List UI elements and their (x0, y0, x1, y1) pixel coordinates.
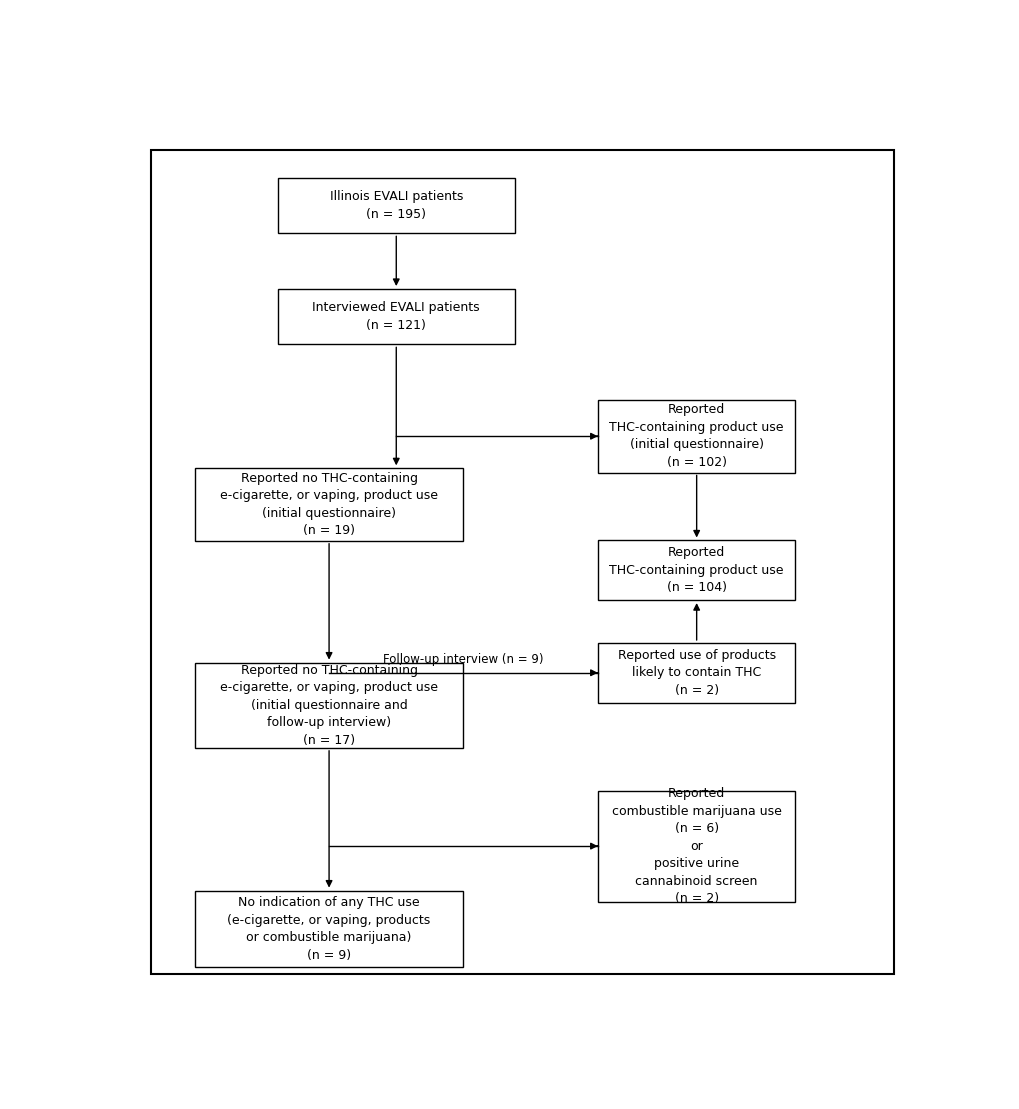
Bar (195, 468, 463, 541)
Bar (195, 662, 463, 747)
Bar (277, 289, 515, 345)
Bar (597, 643, 795, 703)
Text: Reported no THC-containing
e-cigarette, or vaping, product use
(initial question: Reported no THC-containing e-cigarette, … (220, 471, 437, 537)
Text: Interviewed EVALI patients
(n = 121): Interviewed EVALI patients (n = 121) (312, 302, 480, 332)
Text: Reported
THC-containing product use
(initial questionnaire)
(n = 102): Reported THC-containing product use (ini… (608, 404, 784, 469)
Text: Follow-up interview (n = 9): Follow-up interview (n = 9) (383, 653, 543, 665)
Bar (195, 891, 463, 967)
Bar (597, 540, 795, 600)
Text: Reported no THC-containing
e-cigarette, or vaping, product use
(initial question: Reported no THC-containing e-cigarette, … (220, 663, 437, 746)
Bar (597, 791, 795, 902)
Text: No indication of any THC use
(e-cigarette, or vaping, products
or combustible ma: No indication of any THC use (e-cigarett… (227, 896, 430, 962)
Text: Reported use of products
likely to contain THC
(n = 2): Reported use of products likely to conta… (616, 649, 775, 696)
Text: Reported
THC-containing product use
(n = 104): Reported THC-containing product use (n =… (608, 547, 784, 594)
Text: Illinois EVALI patients
(n = 195): Illinois EVALI patients (n = 195) (329, 191, 463, 221)
Text: Reported
combustible marijuana use
(n = 6)
or
positive urine
cannabinoid screen
: Reported combustible marijuana use (n = … (611, 787, 781, 905)
Bar (597, 400, 795, 472)
Bar (277, 177, 515, 233)
